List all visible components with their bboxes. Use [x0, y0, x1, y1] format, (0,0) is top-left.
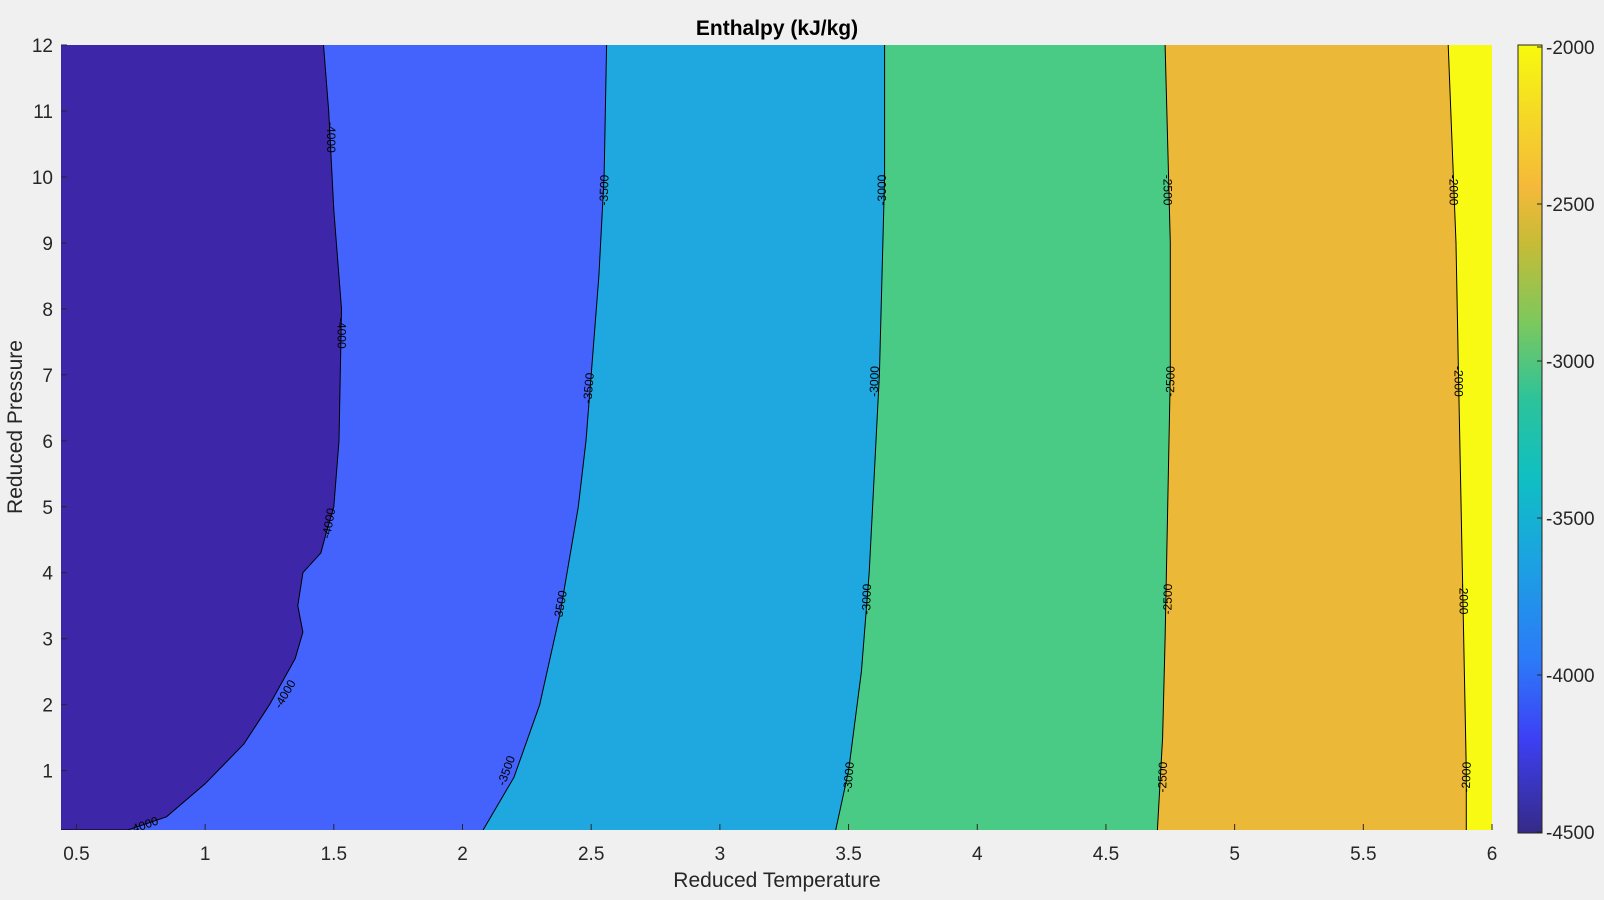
contour-label: -3000 — [867, 365, 882, 396]
x-tick-label: 5.5 — [1350, 844, 1376, 865]
x-tick-label: 1 — [200, 844, 211, 865]
x-tick-label: 2 — [457, 844, 468, 865]
contour-label: -3500 — [551, 589, 570, 622]
contour-label-group: -3000 — [840, 761, 857, 793]
contour-line — [1447, 45, 1467, 830]
contour-label: -3000 — [859, 583, 874, 614]
contour-label: -3500 — [580, 372, 597, 404]
contour-label: -2000 — [1446, 175, 1460, 206]
colorbar-gradient — [1517, 44, 1543, 834]
y-axis-label: Reduced Pressure — [4, 340, 27, 514]
x-tick-label: 3.5 — [835, 844, 861, 865]
y-tick-label: 2 — [42, 696, 53, 717]
contour-label-group: -2000 — [1446, 175, 1460, 206]
contour-label-group: -4000 — [324, 122, 338, 153]
y-tick-label: 12 — [32, 36, 53, 57]
colorbar-tick-label: -2500 — [1546, 195, 1595, 216]
x-tick-label: 4.5 — [1093, 844, 1119, 865]
x-tick-label: 6 — [1487, 844, 1498, 865]
contour-label-group: -2500 — [1163, 366, 1178, 397]
contour-label: -3000 — [875, 174, 889, 205]
contour-label-group: -2000 — [1457, 584, 1471, 615]
y-tick-label: 10 — [32, 168, 53, 189]
y-tick-label: 9 — [42, 234, 53, 255]
contour-label: -2500 — [1161, 175, 1175, 206]
contour-label: -2000 — [1459, 761, 1474, 792]
contour-label: -4000 — [335, 318, 349, 349]
x-tick-label: 0.5 — [63, 844, 89, 865]
contour-label-group: -3000 — [875, 174, 889, 205]
x-axis: 0.5 1 1.5 2 2.5 3 3.5 4 4.5 5 5.5 6 — [63, 824, 1497, 865]
contour-label: -2500 — [1155, 761, 1170, 792]
contour-band — [1157, 45, 1492, 830]
contour-label: -3500 — [597, 174, 612, 205]
contour-label-group: -4000 — [335, 318, 349, 349]
x-tick-label: 5 — [1229, 844, 1240, 865]
contour-label-group: -2000 — [1452, 366, 1466, 397]
contour-label-group: -3500 — [580, 372, 597, 404]
colorbar-tick-label: -3000 — [1546, 352, 1595, 373]
colorbar-tick-label: -4000 — [1546, 666, 1595, 687]
colorbar-tick-label: -2000 — [1546, 38, 1595, 59]
contour-label: -4000 — [319, 507, 338, 540]
x-axis-label: Reduced Temperature — [673, 869, 880, 892]
x-tick-label: 2.5 — [578, 844, 604, 865]
contour-label: -2000 — [1457, 584, 1471, 615]
contour-label: -4000 — [324, 122, 338, 153]
contour-label-group: -3000 — [867, 365, 882, 396]
contour-band — [1448, 45, 1492, 830]
plot-area: -4000-4000-4000-4000-4000-3500-3500-3500… — [61, 45, 1492, 830]
contour-line — [61, 45, 343, 830]
contour-label-group: -2500 — [1160, 583, 1175, 614]
contour-label-group: -3500 — [551, 589, 570, 622]
contour-label-group: -2000 — [1459, 761, 1474, 792]
contour-label-group: -3500 — [597, 174, 612, 205]
y-tick-label: 6 — [42, 432, 53, 453]
colorbar-ticks: -2000 -2500 -3000 -3500 -4000 -4500 — [1537, 38, 1595, 844]
contour-line — [482, 45, 608, 830]
contour-label: -2000 — [1452, 366, 1466, 397]
y-tick-label: 1 — [42, 762, 53, 783]
y-tick-label: 4 — [42, 564, 53, 585]
y-tick-label: 7 — [42, 366, 53, 387]
contour-label: -3000 — [840, 761, 857, 793]
y-tick-label: 8 — [42, 300, 53, 321]
x-tick-label: 4 — [972, 844, 983, 865]
colorbar: -2000 -2500 -3000 -3500 -4000 -4500 — [1517, 38, 1595, 844]
colorbar-tick-label: -4500 — [1546, 823, 1595, 844]
y-tick-label: 11 — [33, 102, 53, 123]
chart-title: Enthalpy (kJ/kg) — [696, 17, 858, 40]
contour-line — [835, 45, 886, 830]
contour-label-group: -3000 — [859, 583, 874, 614]
y-tick-label: 5 — [42, 498, 53, 519]
contour-label-group: -2500 — [1161, 175, 1175, 206]
y-tick-label: 3 — [42, 630, 53, 651]
x-tick-label: 3 — [715, 844, 726, 865]
contour-label: -2500 — [1160, 583, 1175, 614]
contour-line — [1156, 45, 1171, 830]
contour-label: -2500 — [1163, 366, 1178, 397]
x-tick-label: 1.5 — [321, 844, 347, 865]
contour-label-group: -2500 — [1155, 761, 1170, 792]
colorbar-tick-label: -3500 — [1546, 509, 1595, 530]
contour-label-group: -4000 — [319, 507, 338, 540]
